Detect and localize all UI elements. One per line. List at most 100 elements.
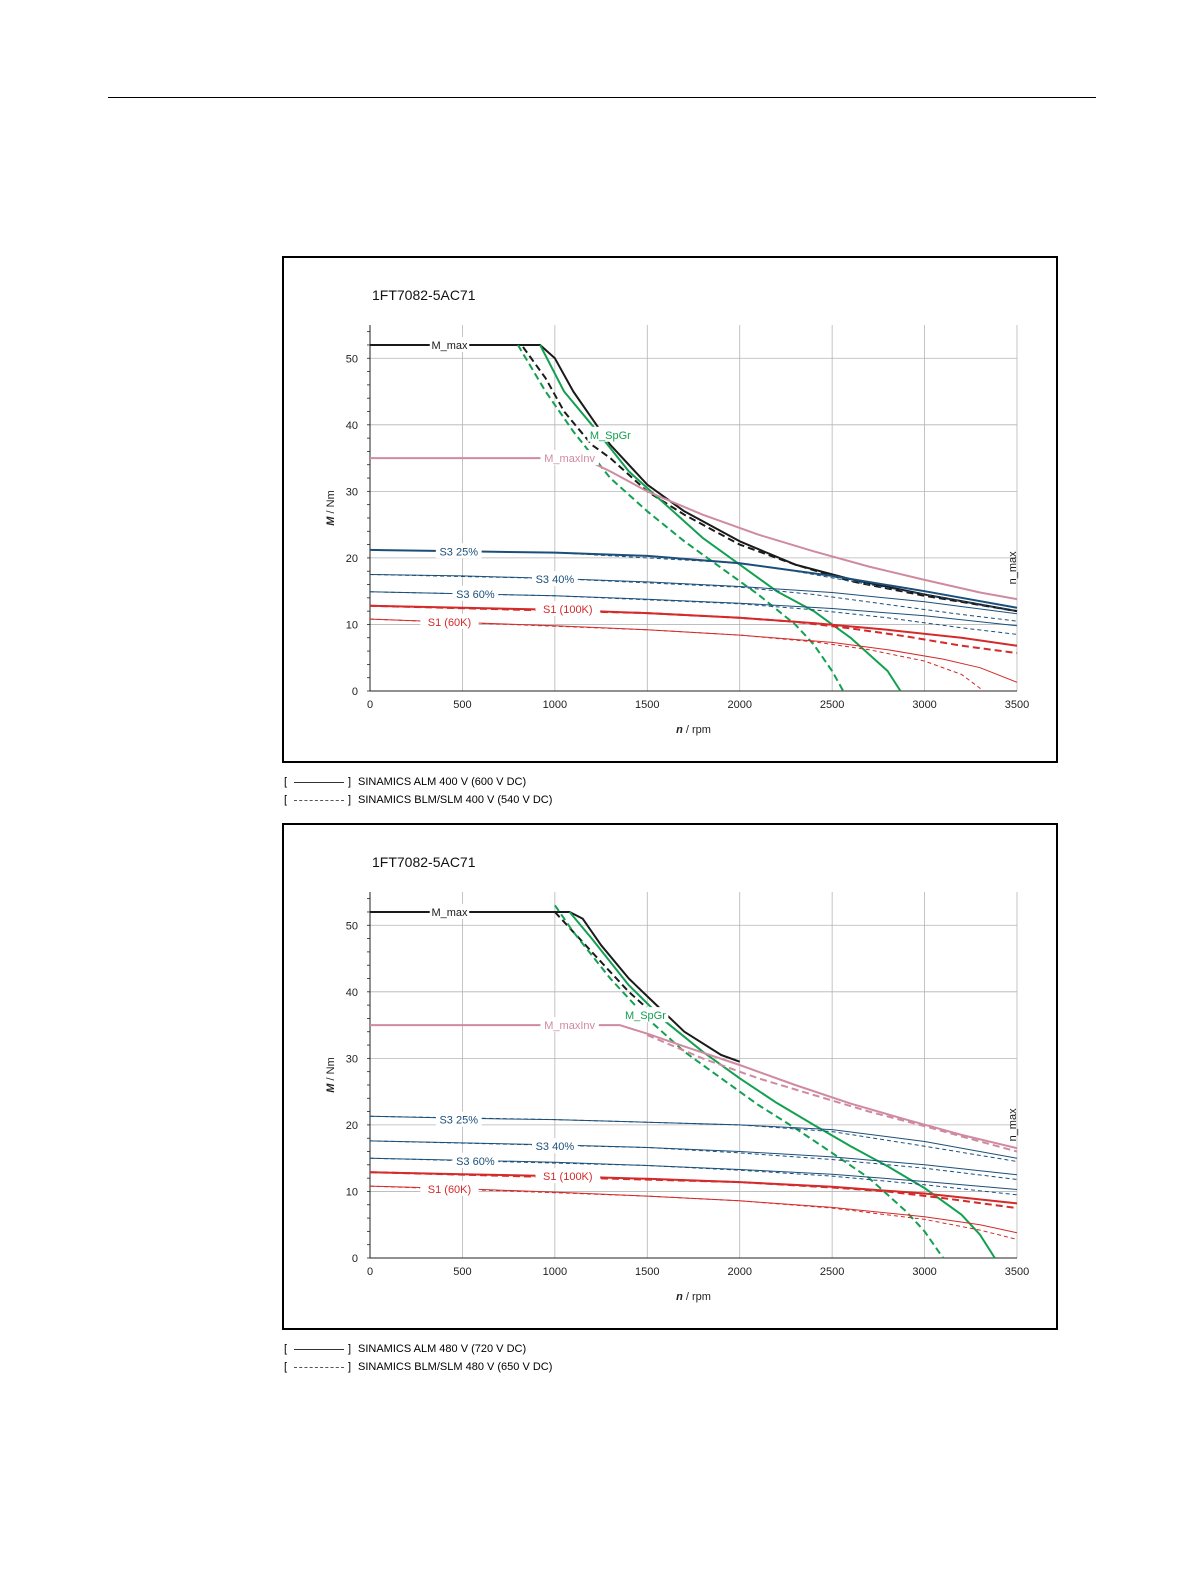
series-blue-dashed-line	[369, 591, 1018, 635]
chart-title: 1FT7082-5AC71	[372, 854, 476, 870]
series-black-solid-line	[370, 911, 741, 1063]
y-tick-label: 50	[346, 920, 358, 932]
top-rule	[108, 97, 1096, 98]
series-green-dashed-line	[554, 904, 944, 1259]
y-tick-label: 10	[346, 1186, 358, 1198]
legend-solid-line	[294, 1348, 344, 1350]
series-red-solid-line	[369, 618, 1018, 683]
y-axis-label: M / Nm	[325, 1057, 337, 1092]
legend-dashed-line	[294, 1366, 344, 1368]
x-tick-label: 500	[453, 699, 471, 711]
annotation-bg	[452, 585, 499, 601]
series-red-dashed-line	[369, 1185, 1018, 1240]
x-tick-label: 500	[453, 1266, 471, 1278]
series-blue-dashed-line	[369, 549, 1018, 612]
annotation-bg	[429, 903, 470, 919]
annotation-label: S3 40%	[536, 574, 575, 586]
series-blue-dashed-line	[369, 1140, 1018, 1180]
y-tick-label: 10	[346, 619, 358, 631]
y-tick-label: 40	[346, 420, 358, 432]
annotation-bg	[420, 1180, 479, 1196]
annotation-label: S1 (60K)	[428, 617, 471, 629]
legend-2: [] SINAMICS ALM 480 V (720 V DC) [] SINA…	[284, 1340, 552, 1376]
legend-dashed-line	[294, 799, 344, 801]
y-tick-label: 0	[352, 1253, 358, 1265]
series-green-solid-line	[568, 911, 996, 1259]
y-tick-label: 20	[346, 553, 358, 565]
series-red-dashed-line	[369, 1171, 1018, 1210]
annotation-label: S3 60%	[456, 589, 495, 601]
annotation-bg	[540, 450, 599, 466]
x-tick-label: 1000	[543, 1266, 567, 1278]
annotation-label: S3 40%	[536, 1141, 575, 1153]
series-green-dashed-line	[517, 344, 845, 692]
series-red-dashed-line	[369, 618, 984, 692]
x-tick-label: 1000	[543, 699, 567, 711]
n-max-label: n_max	[1007, 551, 1019, 585]
y-tick-label: 30	[346, 1053, 358, 1065]
legend-solid-label: SINAMICS ALM 400 V (600 V DC)	[358, 776, 527, 788]
annotation-label: M_SpGr	[625, 1010, 666, 1022]
series-green-solid-line	[539, 344, 902, 692]
x-tick-label: 2000	[727, 699, 751, 711]
x-tick-label: 2500	[820, 699, 844, 711]
series-black-dashed-line	[370, 344, 1018, 613]
legend-solid-label: SINAMICS ALM 480 V (720 V DC)	[358, 1343, 527, 1355]
annotation-bg	[540, 1017, 599, 1033]
annotation-label: M_maxInv	[544, 453, 595, 465]
x-tick-label: 2500	[820, 1266, 844, 1278]
x-tick-label: 3500	[1005, 699, 1029, 711]
legend-dashed-label: SINAMICS BLM/SLM 400 V (540 V DC)	[358, 794, 553, 806]
series-mauve-solid-line	[370, 457, 1018, 601]
annotation-bg	[622, 1007, 669, 1023]
annotation-label: M_max	[431, 907, 468, 919]
annotation-label: S1 (100K)	[543, 1171, 593, 1183]
annotation-label: S1 (100K)	[543, 604, 593, 616]
legend-solid-line	[294, 781, 344, 783]
annotation-bg	[535, 601, 601, 617]
annotation-bg	[535, 1168, 601, 1184]
annotation-label: M_max	[431, 340, 468, 352]
x-tick-label: 3000	[912, 1266, 936, 1278]
y-axis-label: M / Nm	[325, 490, 337, 525]
legend-row-dashed: [] SINAMICS BLM/SLM 480 V (650 V DC)	[284, 1358, 552, 1376]
series-mauve-dashed-line	[646, 1034, 1018, 1153]
legend-row-dashed: [] SINAMICS BLM/SLM 400 V (540 V DC)	[284, 791, 552, 809]
x-tick-label: 3500	[1005, 1266, 1029, 1278]
annotation-label: S1 (60K)	[428, 1184, 471, 1196]
series-red-solid-line	[369, 1185, 1018, 1234]
x-tick-label: 1500	[635, 699, 659, 711]
annotation-bg	[587, 426, 634, 442]
x-tick-label: 0	[367, 699, 373, 711]
chart-frame-2: 1FT7082-5AC71 0 500 1000 1500 2000 2500 3000 350…	[282, 823, 1058, 1330]
chart-title: 1FT7082-5AC71	[372, 287, 476, 303]
annotation-bg	[452, 1152, 499, 1168]
annotation-label: S3 25%	[439, 546, 478, 558]
legend-dashed-label: SINAMICS BLM/SLM 480 V (650 V DC)	[358, 1361, 553, 1373]
annotation-bg	[435, 1111, 482, 1127]
annotation-bg	[531, 1138, 578, 1154]
series-black-solid-line	[370, 344, 1018, 613]
series-blue-dashed-line	[369, 1157, 1018, 1196]
annotation-bg	[435, 543, 482, 559]
chart-frame-1: 1FT7082-5AC71 0 500 1000 1500 2000 2500 3000 350…	[282, 256, 1058, 763]
y-tick-label: 20	[346, 1120, 358, 1132]
x-axis-label: n / rpm	[676, 1291, 711, 1303]
annotation-label: M_SpGr	[590, 430, 631, 442]
annotation-label: S3 25%	[439, 1115, 478, 1127]
y-tick-label: 30	[346, 486, 358, 498]
annotation-label: S3 60%	[456, 1156, 495, 1168]
x-tick-label: 1500	[635, 1266, 659, 1278]
annotation-bg	[420, 613, 479, 629]
y-tick-label: 0	[352, 686, 358, 698]
series-mauve-solid-line	[370, 1024, 1018, 1150]
legend-1: [] SINAMICS ALM 400 V (600 V DC) [] SINA…	[284, 773, 552, 809]
x-tick-label: 3000	[912, 699, 936, 711]
series-blue-dashed-line	[369, 1115, 1018, 1162]
y-tick-label: 40	[346, 987, 358, 999]
legend-row-solid: [] SINAMICS ALM 480 V (720 V DC)	[284, 1340, 552, 1358]
annotation-bg	[429, 336, 470, 352]
y-tick-label: 50	[346, 353, 358, 365]
